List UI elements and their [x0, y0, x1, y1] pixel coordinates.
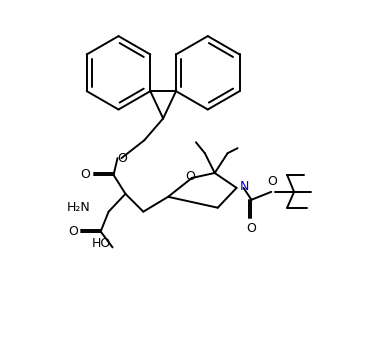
Text: N: N	[239, 180, 249, 194]
Text: O: O	[267, 175, 277, 188]
Text: O: O	[118, 151, 127, 165]
Text: O: O	[80, 168, 90, 181]
Text: O: O	[185, 170, 195, 184]
Text: O: O	[68, 225, 78, 238]
Text: HO: HO	[91, 237, 111, 250]
Text: H₂N: H₂N	[67, 201, 91, 214]
Text: O: O	[246, 221, 256, 235]
